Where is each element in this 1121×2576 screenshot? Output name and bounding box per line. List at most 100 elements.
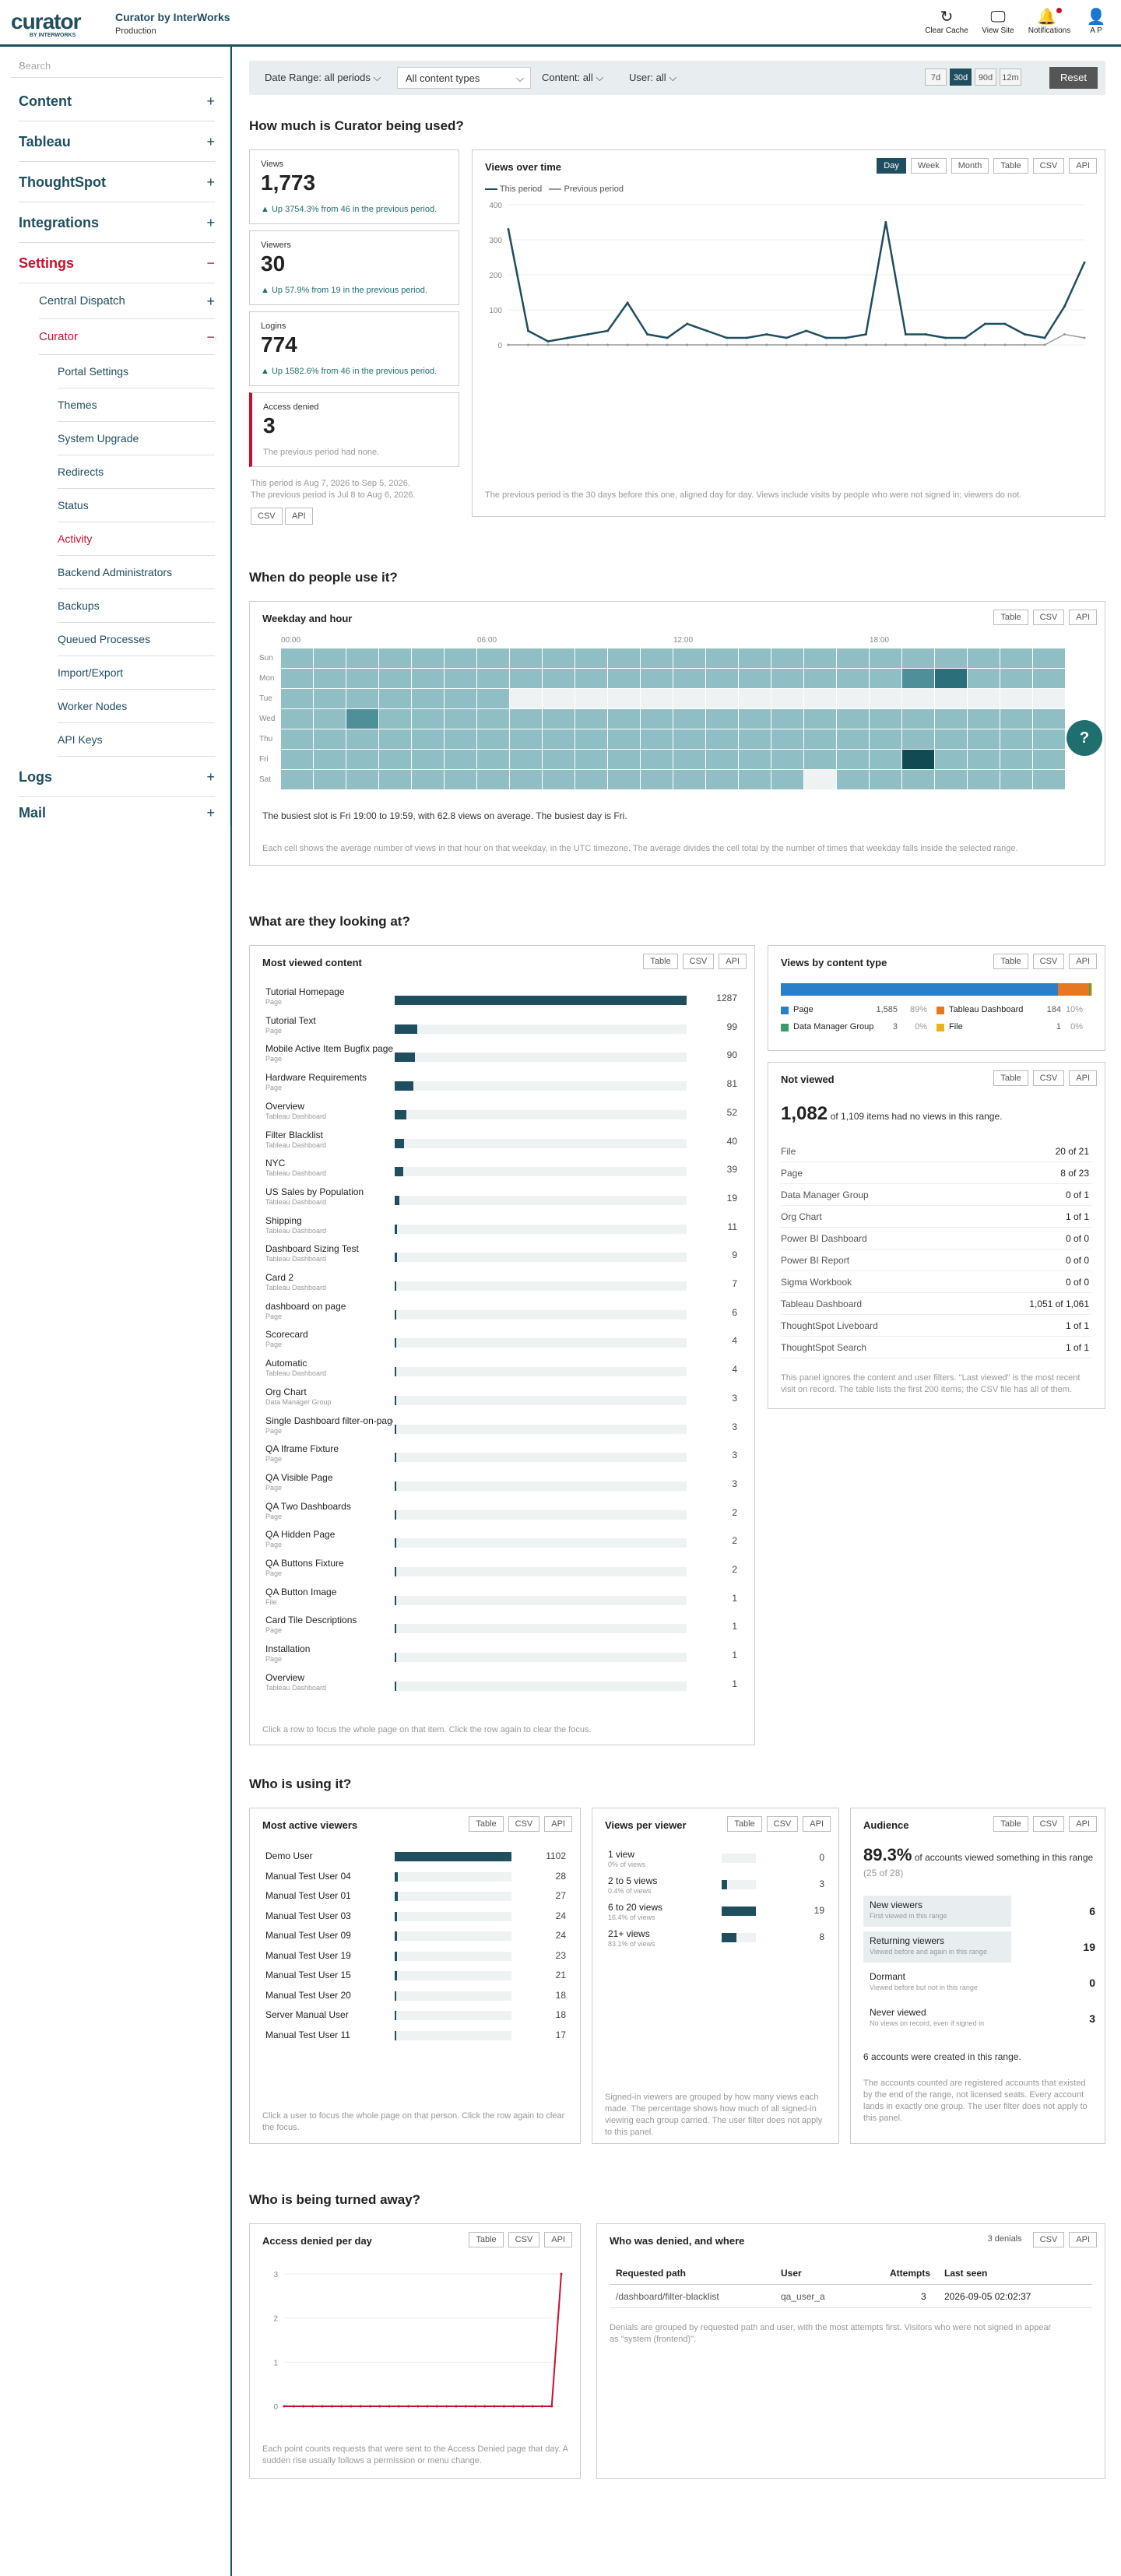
table-row[interactable]: File 20 of 21 xyxy=(781,1140,1092,1162)
heatmap-cell[interactable] xyxy=(706,729,738,749)
api-button[interactable]: API xyxy=(544,2232,572,2247)
heatmap-cell[interactable] xyxy=(870,770,901,789)
heatmap-cell[interactable] xyxy=(608,669,640,688)
heatmap-cell[interactable] xyxy=(837,689,869,708)
heatmap-cell[interactable] xyxy=(739,648,771,668)
csv-button[interactable]: CSV xyxy=(766,1816,799,1832)
heatmap-cell[interactable] xyxy=(379,750,411,769)
list-item[interactable]: Hardware Requirements Page 81 xyxy=(262,1070,737,1099)
heatmap-cell[interactable] xyxy=(1000,648,1032,668)
sidebar-item-settings[interactable]: Settings − xyxy=(19,243,215,283)
list-item[interactable]: Manual Test User 15 21 xyxy=(262,1966,569,1985)
heatmap-cell[interactable] xyxy=(477,709,509,729)
heatmap-cell[interactable] xyxy=(477,689,509,708)
sidebar-item-worker-nodes[interactable]: Worker Nodes xyxy=(58,690,215,723)
heatmap-cell[interactable] xyxy=(346,709,378,729)
heatmap-cell[interactable] xyxy=(608,648,640,668)
list-item[interactable]: 6 to 20 views 16.4% of views 19 xyxy=(605,1900,828,1925)
heatmap-cell[interactable] xyxy=(935,709,967,729)
audience-segment[interactable]: Dormant Viewed before but not in this ran… xyxy=(863,1967,1011,1998)
list-item[interactable]: Single Dashboard filter-on-page Page 3 xyxy=(262,1414,737,1443)
heatmap-cell[interactable] xyxy=(281,770,313,789)
heatmap-cell[interactable] xyxy=(739,669,771,688)
heatmap-cell[interactable] xyxy=(771,750,803,769)
heatmap-cell[interactable] xyxy=(935,648,967,668)
heatmap-cell[interactable] xyxy=(739,770,771,789)
plus-icon[interactable]: + xyxy=(206,215,215,230)
search-icon[interactable]: ⌕ xyxy=(19,58,26,71)
heatmap-cell[interactable] xyxy=(771,770,803,789)
list-item[interactable]: Manual Test User 20 18 xyxy=(262,1987,569,2005)
sidebar-item-api-keys[interactable]: API Keys xyxy=(58,723,215,757)
range-90d-button[interactable]: 90d xyxy=(975,69,996,86)
list-item[interactable]: Overview Tableau Dashboard 52 xyxy=(262,1099,737,1128)
heatmap-cell[interactable] xyxy=(379,770,411,789)
list-item[interactable]: Shipping Tableau Dashboard 11 xyxy=(262,1214,737,1242)
heatmap-cell[interactable] xyxy=(575,729,607,749)
api-button[interactable]: API xyxy=(1069,610,1097,625)
content-filter[interactable]: Content: all ⌵ xyxy=(542,67,603,89)
content-types-select[interactable]: All content types ⌵ xyxy=(397,67,531,89)
date-range-filter[interactable]: Date Range: all periods ⌵ xyxy=(265,67,381,89)
list-item[interactable]: QA Hidden Page Page 2 xyxy=(262,1527,737,1556)
stats-csv-button[interactable]: CSV xyxy=(251,508,283,525)
reset-button[interactable]: Reset xyxy=(1049,67,1098,89)
sidebar-item-curator[interactable]: Curator − xyxy=(39,319,215,355)
heatmap-cell[interactable] xyxy=(346,729,378,749)
heatmap-cell[interactable] xyxy=(837,709,869,729)
table-row[interactable]: Data Manager Group 0 of 1 xyxy=(781,1184,1092,1206)
sidebar-item-backups[interactable]: Backups xyxy=(58,589,215,623)
list-item[interactable]: Manual Test User 03 24 xyxy=(262,1907,569,1926)
help-button[interactable]: ? xyxy=(1067,720,1102,756)
heatmap-cell[interactable] xyxy=(477,669,509,688)
heatmap-cell[interactable] xyxy=(641,709,673,729)
heatmap-cell[interactable] xyxy=(673,648,705,668)
heatmap-cell[interactable] xyxy=(706,750,738,769)
heatmap-cell[interactable] xyxy=(445,689,476,708)
heatmap-cell[interactable] xyxy=(870,729,901,749)
table-button[interactable]: Table xyxy=(643,954,678,969)
table-row[interactable]: /dashboard/filter-blacklist qa_user_a 3 … xyxy=(610,2285,1092,2308)
heatmap-cell[interactable] xyxy=(412,669,444,688)
heatmap-cell[interactable] xyxy=(379,729,411,749)
sidebar-item-redirects[interactable]: Redirects xyxy=(58,455,215,489)
heatmap-cell[interactable] xyxy=(575,648,607,668)
heatmap-cell[interactable] xyxy=(935,750,967,769)
clear-cache-button[interactable]: ↻ Clear Cache xyxy=(925,8,968,35)
plus-icon[interactable]: + xyxy=(206,134,215,149)
list-item[interactable]: Demo User 1102 xyxy=(262,1847,569,1866)
sidebar-item-system-upgrade[interactable]: System Upgrade xyxy=(58,422,215,455)
heatmap-cell[interactable] xyxy=(379,689,411,708)
csv-button[interactable]: CSV xyxy=(1032,1816,1065,1832)
list-item[interactable]: Manual Test User 04 28 xyxy=(262,1868,569,1886)
list-item[interactable]: Tutorial Homepage Page 1287 xyxy=(262,985,737,1014)
table-button[interactable]: Table xyxy=(993,1816,1028,1832)
heatmap-cell[interactable] xyxy=(641,648,673,668)
list-item[interactable]: Card 2 Tableau Dashboard 7 xyxy=(262,1270,737,1299)
heatmap-cell[interactable] xyxy=(510,689,542,708)
list-item[interactable]: 2 to 5 views 0.4% of views 3 xyxy=(605,1874,828,1899)
heatmap-cell[interactable] xyxy=(804,669,836,688)
heatmap-cell[interactable] xyxy=(281,709,313,729)
sidebar-item-status[interactable]: Status xyxy=(58,489,215,522)
heatmap-cell[interactable] xyxy=(739,729,771,749)
sidebar-item-logs[interactable]: Logs + xyxy=(19,757,215,797)
heatmap-cell[interactable] xyxy=(771,729,803,749)
range-30d-button[interactable]: 30d xyxy=(950,69,972,86)
heatmap-cell[interactable] xyxy=(314,750,346,769)
heatmap-cell[interactable] xyxy=(477,648,509,668)
heatmap-cell[interactable] xyxy=(771,669,803,688)
table-row[interactable]: Tableau Dashboard 1,051 of 1,061 xyxy=(781,1293,1092,1315)
heatmap-cell[interactable] xyxy=(706,709,738,729)
heatmap-cell[interactable] xyxy=(1033,770,1065,789)
view-site-button[interactable]: 🖵 View Site xyxy=(976,8,1020,35)
api-button[interactable]: API xyxy=(1069,954,1097,969)
heatmap-cell[interactable] xyxy=(1000,750,1032,769)
heatmap-cell[interactable] xyxy=(1033,669,1065,688)
table-row[interactable]: Power BI Report 0 of 0 xyxy=(781,1249,1092,1271)
heatmap-cell[interactable] xyxy=(968,750,1000,769)
heatmap-cell[interactable] xyxy=(477,750,509,769)
heatmap-cell[interactable] xyxy=(968,669,1000,688)
curator-logo[interactable]: curator BY INTERWORKS xyxy=(11,9,81,38)
api-button[interactable]: API xyxy=(1069,1070,1097,1086)
